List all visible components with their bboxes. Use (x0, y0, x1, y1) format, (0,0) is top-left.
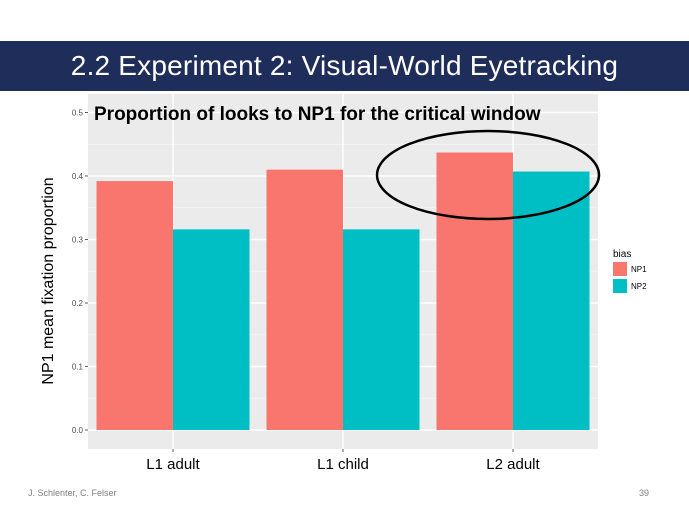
bars (96, 152, 590, 430)
bar-np2-l1-child (343, 229, 420, 430)
bar-np1-l1-child (266, 169, 343, 430)
bar-np1-l2-adult (436, 152, 513, 430)
y-axis-label: NP1 mean fixation proportion (40, 177, 57, 384)
y-tick-label: 0.3 (72, 236, 84, 245)
legend-swatch-np2 (613, 279, 627, 293)
y-tick-label: 0.0 (72, 426, 84, 435)
slide-title: 2.2 Experiment 2: Visual-World Eyetracki… (0, 41, 689, 91)
page-number: 39 (638, 488, 649, 498)
legend: bias NP1 NP2 (613, 249, 647, 293)
bar-np2-l2-adult (513, 171, 590, 430)
chart-title: Proportion of looks to NP1 for the criti… (94, 104, 541, 125)
y-tick-label: 0.5 (72, 109, 84, 118)
y-tick-label: 0.1 (72, 363, 84, 372)
legend-title: bias (613, 249, 631, 260)
legend-label-np2: NP2 (631, 282, 647, 291)
bar-chart: 0.0 0.1 0.2 0.3 0.4 0.5 L1 adult L1 child L2 adu… (40, 94, 647, 474)
footer-authors: J. Schlenter, C. Felser (28, 488, 117, 498)
x-tick-label: L1 child (317, 456, 369, 473)
x-tick-label: L1 adult (146, 456, 200, 473)
highlight-ellipse (375, 129, 601, 221)
bar-np1-l1-adult (96, 181, 173, 430)
chart-area: 0.0 0.1 0.2 0.3 0.4 0.5 L1 adult L1 child L2 adu… (0, 91, 689, 481)
bar-np2-l1-adult (173, 229, 250, 430)
y-tick-label: 0.2 (72, 299, 84, 308)
y-tick-label: 0.4 (72, 172, 84, 181)
legend-swatch-np1 (613, 262, 627, 276)
x-tick-label: L2 adult (486, 456, 540, 473)
axes: 0.0 0.1 0.2 0.3 0.4 0.5 L1 adult L1 child L2 adu… (72, 109, 541, 474)
legend-label-np1: NP1 (631, 265, 647, 274)
